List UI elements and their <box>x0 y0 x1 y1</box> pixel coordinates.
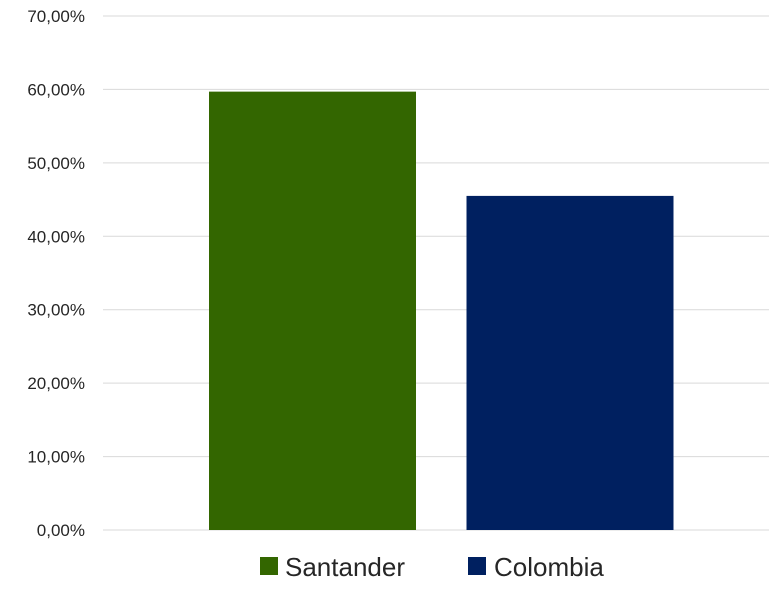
bar-colombia <box>466 195 674 530</box>
y-tick-label: 60,00% <box>27 80 85 99</box>
legend-label: Colombia <box>494 552 604 582</box>
legend-entry-colombia: Colombia <box>468 552 604 582</box>
legend-entry-santander: Santander <box>260 552 405 582</box>
bar-santander <box>209 91 416 530</box>
y-tick-label: 10,00% <box>27 448 85 467</box>
legend: Santander Colombia <box>260 552 604 582</box>
y-tick-label: 70,00% <box>27 7 85 26</box>
legend-label: Santander <box>285 552 405 582</box>
y-tick-label: 20,00% <box>27 374 85 393</box>
y-axis-ticks: 0,00% 10,00% 20,00% 30,00% 40,00% 50,00% 60,00… <box>27 7 85 540</box>
bars <box>209 91 674 530</box>
y-tick-label: 50,00% <box>27 154 85 173</box>
y-tick-label: 0,00% <box>37 521 85 540</box>
y-tick-label: 30,00% <box>27 301 85 320</box>
y-tick-label: 40,00% <box>27 227 85 246</box>
legend-swatch <box>260 557 278 575</box>
legend-swatch <box>468 557 486 575</box>
